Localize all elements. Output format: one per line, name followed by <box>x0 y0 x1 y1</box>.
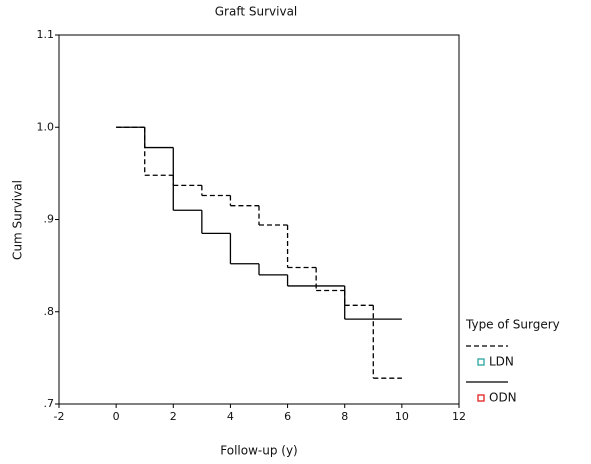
x-tick-label: 4 <box>227 410 234 423</box>
x-tick-label: 10 <box>395 410 409 423</box>
x-tick-label: 8 <box>341 410 348 423</box>
legend-marker <box>477 394 485 402</box>
legend-title: Type of Surgery <box>465 318 560 332</box>
x-tick-label: 12 <box>452 410 466 423</box>
x-tick-label: 6 <box>284 410 291 423</box>
y-tick-label: .9 <box>44 213 55 226</box>
y-tick-label: .8 <box>44 305 55 318</box>
y-axis-label: Cum Survival <box>11 180 25 260</box>
y-tick-label: .7 <box>44 397 55 410</box>
x-axis-label: Follow-up (y) <box>220 444 297 458</box>
plot-frame <box>58 34 460 405</box>
y-tick-label: 1.0 <box>37 120 55 133</box>
legend-label: LDN <box>489 355 514 369</box>
legend-label: ODN <box>489 391 517 405</box>
legend-marker <box>477 358 485 366</box>
x-tick-label: -2 <box>54 410 65 423</box>
y-tick-label: 1.1 <box>37 28 55 41</box>
x-tick-label: 2 <box>170 410 177 423</box>
x-tick-label: 0 <box>113 410 120 423</box>
chart-title: Graft Survival <box>215 5 298 19</box>
